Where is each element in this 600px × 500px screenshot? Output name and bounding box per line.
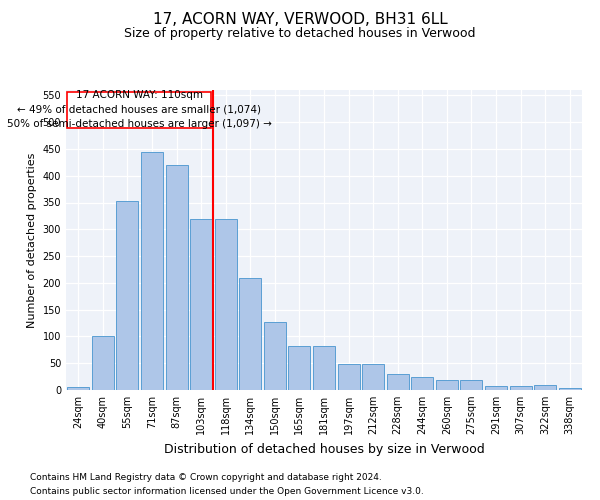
FancyBboxPatch shape	[67, 92, 211, 128]
Bar	[559, 388, 581, 390]
Bar	[338, 364, 359, 390]
Bar	[460, 380, 482, 390]
X-axis label: Distribution of detached houses by size in Verwood: Distribution of detached houses by size …	[164, 442, 484, 456]
Bar	[67, 388, 89, 390]
Bar	[534, 384, 556, 390]
Bar	[313, 346, 335, 390]
Bar	[141, 152, 163, 390]
Bar	[509, 386, 532, 390]
Bar	[362, 364, 384, 390]
Y-axis label: Number of detached properties: Number of detached properties	[27, 152, 37, 328]
Bar	[436, 380, 458, 390]
Bar	[239, 278, 262, 390]
Text: 17 ACORN WAY: 110sqm
← 49% of detached houses are smaller (1,074)
50% of semi-de: 17 ACORN WAY: 110sqm ← 49% of detached h…	[7, 90, 272, 130]
Bar	[485, 386, 507, 390]
Text: Contains public sector information licensed under the Open Government Licence v3: Contains public sector information licen…	[30, 488, 424, 496]
Bar	[215, 218, 237, 390]
Text: Contains HM Land Registry data © Crown copyright and database right 2024.: Contains HM Land Registry data © Crown c…	[30, 472, 382, 482]
Bar	[92, 336, 114, 390]
Bar	[166, 165, 188, 390]
Bar	[386, 374, 409, 390]
Bar	[190, 218, 212, 390]
Bar	[411, 376, 433, 390]
Text: 17, ACORN WAY, VERWOOD, BH31 6LL: 17, ACORN WAY, VERWOOD, BH31 6LL	[152, 12, 448, 28]
Bar	[264, 322, 286, 390]
Bar	[116, 201, 139, 390]
Text: Size of property relative to detached houses in Verwood: Size of property relative to detached ho…	[124, 28, 476, 40]
Bar	[289, 346, 310, 390]
